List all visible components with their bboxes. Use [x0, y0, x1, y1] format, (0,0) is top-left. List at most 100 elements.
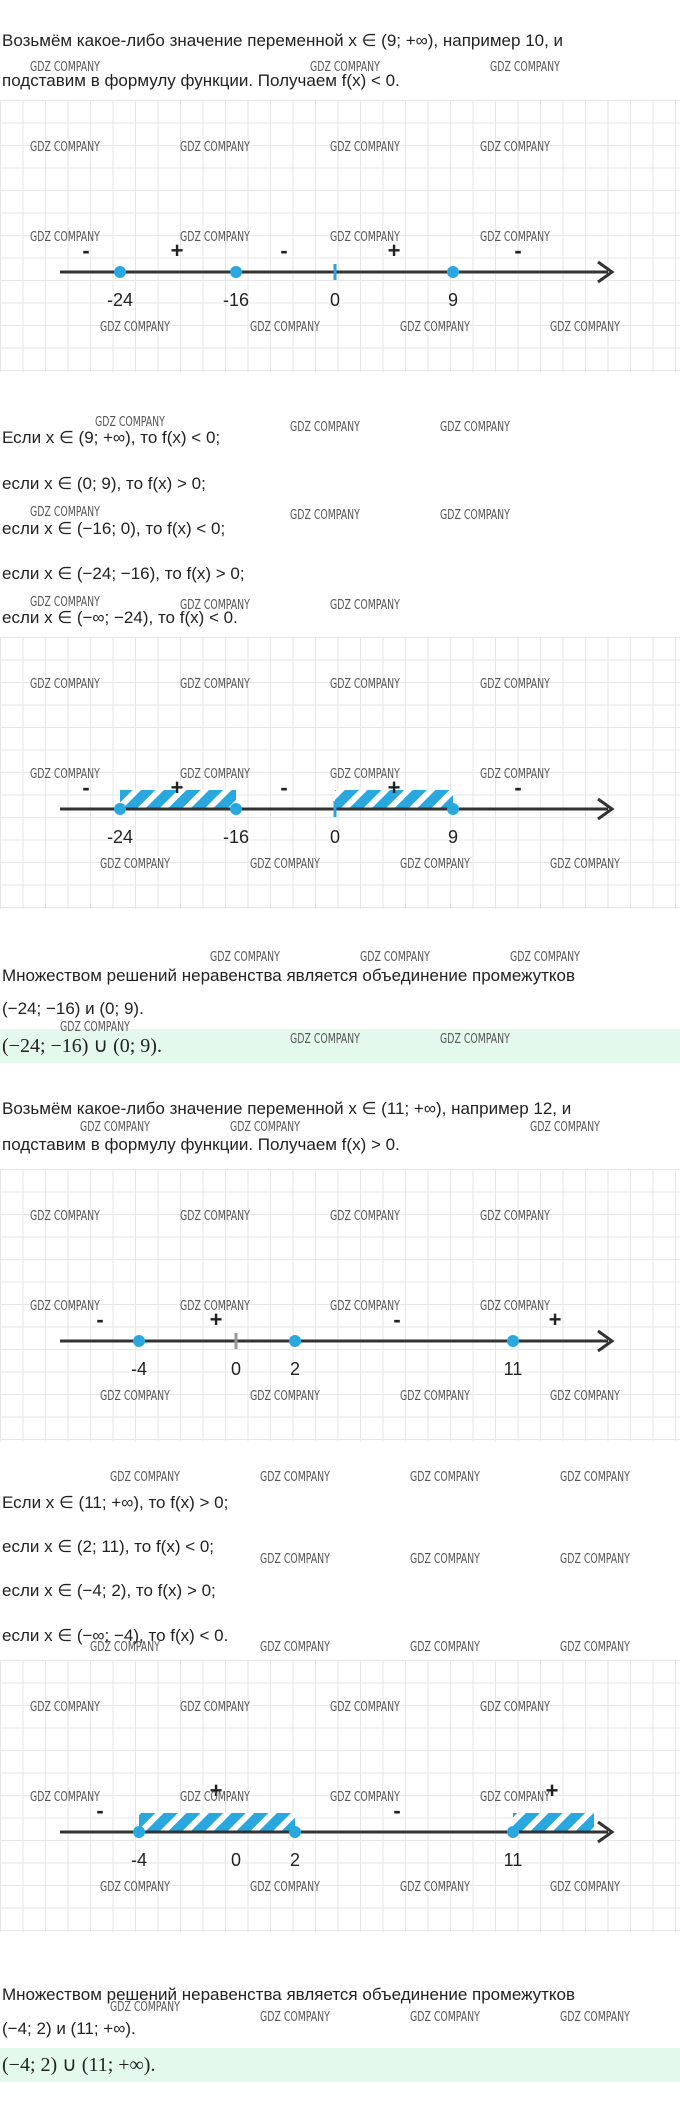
watermark: GDZ COMPANY [410, 1640, 480, 1655]
watermark: GDZ COMPANY [30, 1700, 100, 1715]
sign: - [96, 1798, 103, 1823]
watermark: GDZ COMPANY [180, 1700, 250, 1715]
watermark: GDZ COMPANY [330, 767, 400, 782]
point-label: 2 [290, 1850, 300, 1870]
case-line: если x ∈ (−16; 0), то f(x) < 0; [2, 519, 226, 538]
watermark: GDZ COMPANY [250, 857, 320, 872]
sign: - [280, 775, 287, 800]
point-label: 11 [504, 1850, 523, 1870]
hatched-interval [120, 790, 236, 809]
watermark: GDZ COMPANY [410, 2010, 480, 2025]
point-label: 0 [330, 827, 340, 847]
number-line: -4 0 2 11 - + - + [60, 1307, 615, 1379]
watermark: GDZ COMPANY [30, 1209, 100, 1224]
axis-arrow [597, 1820, 615, 1844]
point [507, 1826, 519, 1838]
watermark: GDZ COMPANY [330, 1700, 400, 1715]
watermark: GDZ COMPANY [530, 1120, 600, 1135]
sign: - [280, 238, 287, 263]
number-line: -4 0 2 11 - + - + [60, 1778, 615, 1870]
case-line: если x ∈ (−4; 2), то f(x) > 0; [2, 1581, 216, 1600]
watermark: GDZ COMPANY [330, 230, 400, 245]
watermark: GDZ COMPANY [100, 857, 170, 872]
case-line: если x ∈ (2; 11), то f(x) < 0; [2, 1537, 215, 1556]
watermark: GDZ COMPANY [480, 140, 550, 155]
point [507, 1335, 519, 1347]
watermark: GDZ COMPANY [480, 677, 550, 692]
watermark: GDZ COMPANY [30, 60, 100, 75]
watermark: GDZ COMPANY [360, 950, 430, 965]
sign: - [82, 775, 89, 800]
sign: - [82, 238, 89, 263]
point-label: 9 [448, 827, 458, 847]
watermark: GDZ COMPANY [480, 1209, 550, 1224]
watermark: GDZ COMPANY [30, 767, 100, 782]
sign: + [171, 238, 184, 263]
point [289, 1335, 301, 1347]
point [114, 266, 126, 278]
number-line-diagram: -4 0 2 11- + - + GDZ COMPANY GDZ COMPANY GDZ COMP… [0, 1169, 680, 1441]
watermark: GDZ COMPANY [330, 1790, 400, 1805]
watermark: GDZ COMPANY [180, 230, 250, 245]
watermark: GDZ COMPANY [400, 1389, 470, 1404]
conclusion-line: (−4; 2) и (11; +∞). [2, 2019, 136, 2038]
watermark: GDZ COMPANY [110, 2000, 180, 2015]
watermark: GDZ COMPANY [480, 1299, 550, 1314]
sign: + [388, 238, 401, 263]
number-line: -24 -16 0 9 - + - + - [60, 238, 615, 310]
case-line: если x ∈ (−∞; −24), то f(x) < 0. [2, 608, 238, 627]
point [230, 803, 242, 815]
watermark: GDZ COMPANY [100, 1389, 170, 1404]
point-label: -16 [223, 827, 249, 847]
watermark: GDZ COMPANY [30, 595, 100, 610]
sign: - [393, 1798, 400, 1823]
watermark: GDZ COMPANY [60, 1020, 130, 1035]
paragraph-line: подставим в формулу функции. Получаем f(… [2, 1135, 400, 1154]
axis-arrow [597, 797, 615, 821]
watermark: GDZ COMPANY [550, 1389, 620, 1404]
hatched-interval [139, 1813, 295, 1832]
watermark: GDZ COMPANY [260, 2010, 330, 2025]
watermark: GDZ COMPANY [330, 598, 400, 613]
point-label: -4 [131, 1850, 147, 1870]
watermark: GDZ COMPANY [30, 677, 100, 692]
watermark: GDZ COMPANY [180, 140, 250, 155]
conclusion-line: Множеством решений неравенства является … [2, 966, 576, 985]
watermark: GDZ COMPANY [110, 1470, 180, 1485]
watermark: GDZ COMPANY [330, 677, 400, 692]
watermark: GDZ COMPANY [290, 508, 360, 523]
point [114, 803, 126, 815]
point-label: 0 [231, 1359, 241, 1379]
sign: - [514, 775, 521, 800]
watermark: GDZ COMPANY [180, 1209, 250, 1224]
paragraph-line: подставим в формулу функции. Получаем f(… [2, 71, 400, 90]
point-label: -4 [131, 1359, 147, 1379]
watermark: GDZ COMPANY [480, 1700, 550, 1715]
answer-band: (−24; −16) ∪ (0; 9). [0, 1029, 680, 1063]
watermark: GDZ COMPANY [400, 320, 470, 335]
hatched-interval [335, 790, 453, 809]
watermark: GDZ COMPANY [330, 140, 400, 155]
sign: + [388, 775, 401, 800]
watermark: GDZ COMPANY [560, 2010, 630, 2025]
watermark: GDZ COMPANY [290, 1032, 360, 1047]
point-label: 9 [448, 290, 458, 310]
watermark: GDZ COMPANY [100, 1880, 170, 1895]
watermark: GDZ COMPANY [440, 508, 510, 523]
case-line: Если x ∈ (9; +∞), то f(x) < 0; [2, 428, 221, 447]
watermark: GDZ COMPANY [260, 1640, 330, 1655]
watermark: GDZ COMPANY [30, 230, 100, 245]
sign: - [393, 1307, 400, 1332]
number-line: -24 -16 0 9 - + - + - [60, 775, 615, 847]
watermark: GDZ COMPANY [250, 320, 320, 335]
watermark: GDZ COMPANY [550, 857, 620, 872]
watermark: GDZ COMPANY [180, 1299, 250, 1314]
watermark: GDZ COMPANY [260, 1552, 330, 1567]
watermark: GDZ COMPANY [30, 505, 100, 520]
conclusion-line: (−24; −16) и (0; 9). [2, 999, 144, 1018]
case-line: если x ∈ (0; 9), то f(x) > 0; [2, 474, 206, 493]
watermark: GDZ COMPANY [560, 1640, 630, 1655]
watermark: GDZ COMPANY [30, 1299, 100, 1314]
point-label: 11 [504, 1359, 523, 1379]
watermark: GDZ COMPANY [290, 420, 360, 435]
